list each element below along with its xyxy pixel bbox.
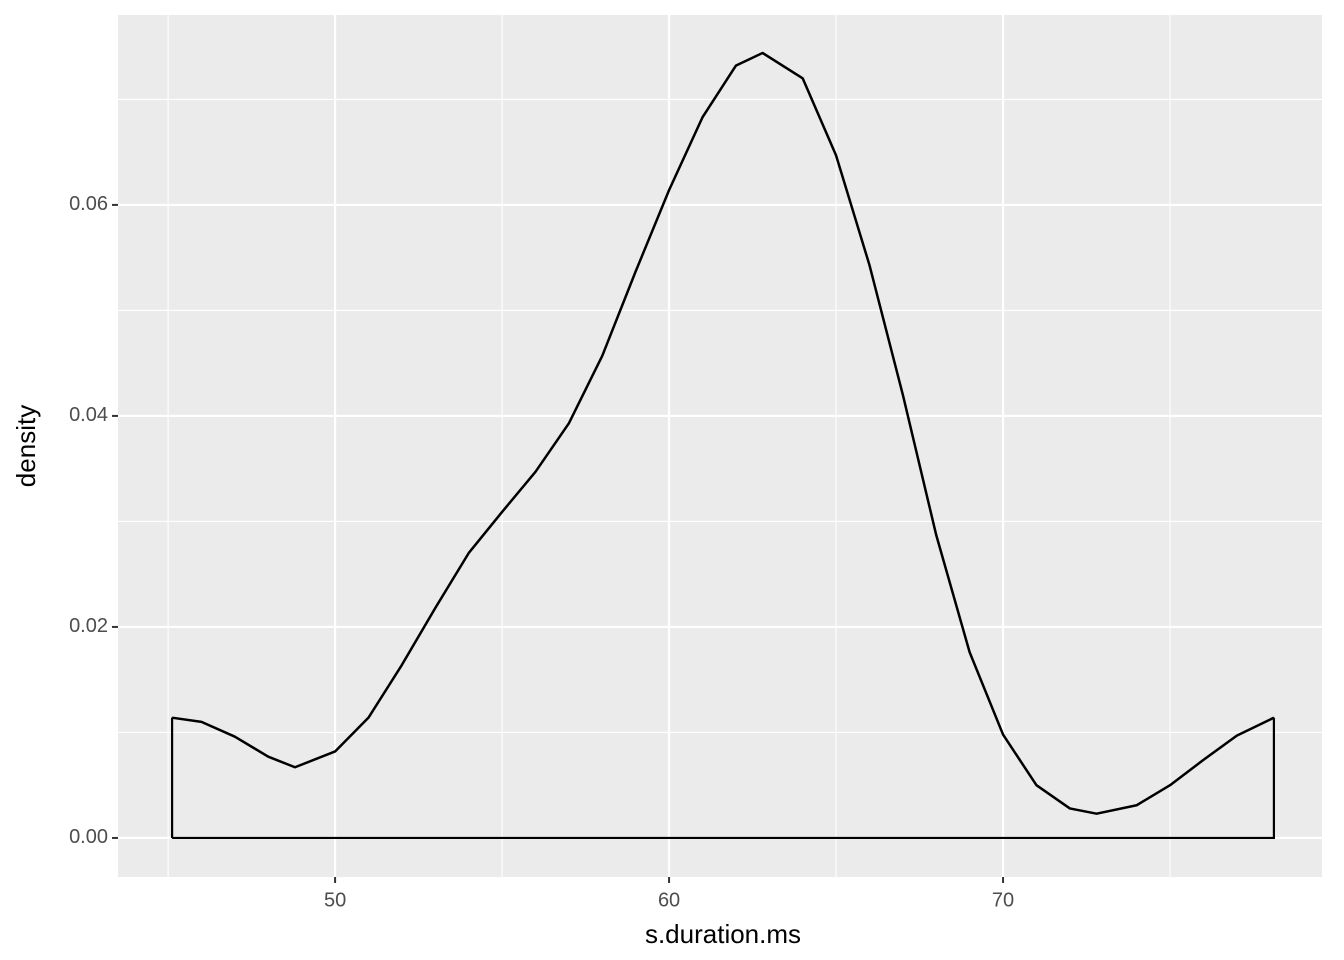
y-tick-label: 0.00 [69, 826, 108, 848]
x-tick-label: 50 [324, 889, 346, 911]
x-axis-title: s.duration.ms [645, 919, 801, 949]
y-tick-label: 0.06 [69, 193, 108, 215]
y-tick-label: 0.02 [69, 615, 108, 637]
density-outline [172, 717, 1276, 840]
y-tick-label: 0.04 [69, 404, 108, 426]
x-tick-label: 60 [658, 889, 680, 911]
y-axis-title: density [11, 405, 41, 487]
density-curve [171, 51, 1275, 815]
panel [118, 15, 1322, 877]
x-tick-label: 70 [992, 889, 1014, 911]
